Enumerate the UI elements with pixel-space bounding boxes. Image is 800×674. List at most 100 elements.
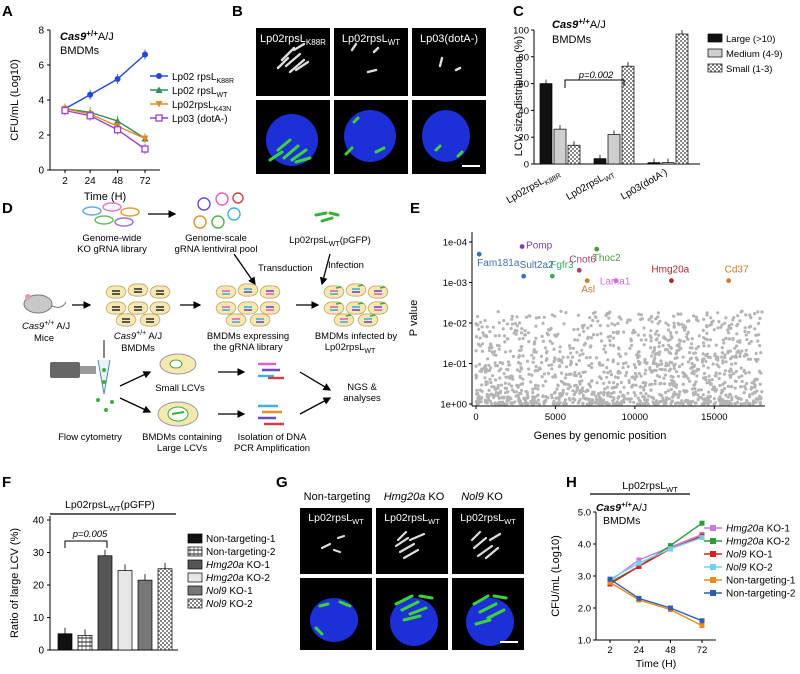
e-background-point xyxy=(757,369,762,373)
e-background-point xyxy=(595,381,599,385)
e-background-point xyxy=(627,379,631,383)
e-background-point xyxy=(566,387,570,391)
e-gene-label: Cnot6 xyxy=(569,254,596,265)
panel-a-ylabel: CFU/mL (Log10) xyxy=(9,59,21,141)
e-background-point xyxy=(638,385,642,389)
e-background-point xyxy=(499,383,503,387)
e-background-point xyxy=(757,394,762,398)
e-background-point xyxy=(536,387,540,391)
f-legend-label: Non-targeting-2 xyxy=(206,547,276,558)
e-background-point xyxy=(758,382,762,386)
g-image-label: Lp02rpsLWT xyxy=(308,512,364,526)
e-background-point xyxy=(550,367,554,371)
e-background-point xyxy=(602,381,606,385)
e-background-point xyxy=(554,334,558,338)
e-background-point xyxy=(639,313,644,317)
e-background-point xyxy=(497,347,501,351)
e-background-point xyxy=(554,396,558,400)
e-background-point xyxy=(744,348,748,352)
e-background-point xyxy=(727,324,731,328)
e-background-point xyxy=(663,368,667,372)
e-background-point xyxy=(658,382,662,386)
e-background-point xyxy=(738,319,742,323)
c-legend-swatch xyxy=(707,33,723,43)
d-infection-label: Infection xyxy=(328,260,364,271)
e-background-point xyxy=(708,338,713,342)
e-background-point xyxy=(493,378,498,382)
e-background-point xyxy=(564,311,568,315)
e-background-point xyxy=(717,365,721,369)
e-background-point xyxy=(487,363,491,367)
a-xtick-label: 48 xyxy=(112,176,124,187)
e-background-point xyxy=(666,323,671,327)
e-background-point xyxy=(715,363,719,367)
e-background-point xyxy=(721,359,725,363)
f-ytick-label: 10 xyxy=(33,613,45,624)
h-ytick-label: 3.0 xyxy=(578,572,591,583)
e-background-point xyxy=(642,343,646,347)
e-background-point xyxy=(692,372,696,376)
e-background-point xyxy=(515,315,519,319)
e-background-point xyxy=(719,325,723,329)
e-background-point xyxy=(510,322,514,326)
f-bar xyxy=(77,635,93,651)
a-series-line xyxy=(64,109,146,150)
e-background-point xyxy=(676,374,681,378)
e-background-point xyxy=(721,398,725,402)
f-ytick-label: 30 xyxy=(33,548,45,559)
e-background-point xyxy=(694,380,698,384)
a-ytick-label: 8 xyxy=(38,26,44,37)
e-background-point xyxy=(735,400,740,405)
e-background-point xyxy=(696,367,700,371)
e-background-point xyxy=(608,343,612,347)
bacteria-in-cell-icon xyxy=(345,314,352,317)
e-background-point xyxy=(517,355,521,359)
e-background-point xyxy=(656,315,660,319)
e-background-point xyxy=(679,339,683,343)
e-background-point xyxy=(503,381,507,385)
panel-c-annotation: Cas9+/+A/J xyxy=(552,17,606,31)
e-background-point xyxy=(480,349,484,353)
e-background-point xyxy=(666,338,670,342)
e-background-point xyxy=(672,390,676,394)
e-background-point xyxy=(486,369,490,373)
e-background-point xyxy=(731,337,735,342)
a-ytick-label: 2 xyxy=(38,131,44,142)
c-bar xyxy=(593,158,607,165)
e-background-point xyxy=(729,369,734,373)
d-infected-label: BMDMs infected by Lp02rpsLWT xyxy=(315,331,398,355)
e-background-point xyxy=(736,314,740,318)
e-background-point xyxy=(542,315,546,319)
e-background-point xyxy=(701,328,705,332)
e-background-point xyxy=(502,319,506,323)
e-highlight-point xyxy=(549,273,555,279)
c-bar xyxy=(567,144,581,165)
e-background-point xyxy=(734,379,738,384)
e-background-point xyxy=(723,369,728,373)
e-background-point xyxy=(474,335,479,339)
e-background-point xyxy=(669,345,673,349)
e-background-point xyxy=(571,400,575,405)
e-background-point xyxy=(749,316,753,320)
h-legend-label: Hmg20a KO-1 xyxy=(726,524,790,535)
e-background-point xyxy=(494,390,498,395)
e-background-point xyxy=(737,375,741,379)
e-ytick-label: 1e+00 xyxy=(440,400,467,411)
panel-letter-c: C xyxy=(513,3,524,20)
e-background-point xyxy=(594,397,599,401)
e-background-point xyxy=(604,313,608,317)
e-background-point xyxy=(633,330,637,334)
e-background-point xyxy=(654,362,658,366)
e-background-point xyxy=(732,372,736,376)
e-background-point xyxy=(571,389,575,393)
e-background-point xyxy=(544,395,548,399)
e-background-point xyxy=(496,383,500,388)
e-background-point xyxy=(498,360,502,365)
e-background-point xyxy=(710,320,714,324)
c-bar xyxy=(607,134,621,165)
e-gene-label: Fgfr3 xyxy=(550,260,574,271)
e-background-point xyxy=(477,401,481,405)
e-background-point xyxy=(594,356,599,360)
e-background-point xyxy=(648,334,652,338)
e-background-point xyxy=(474,364,478,368)
